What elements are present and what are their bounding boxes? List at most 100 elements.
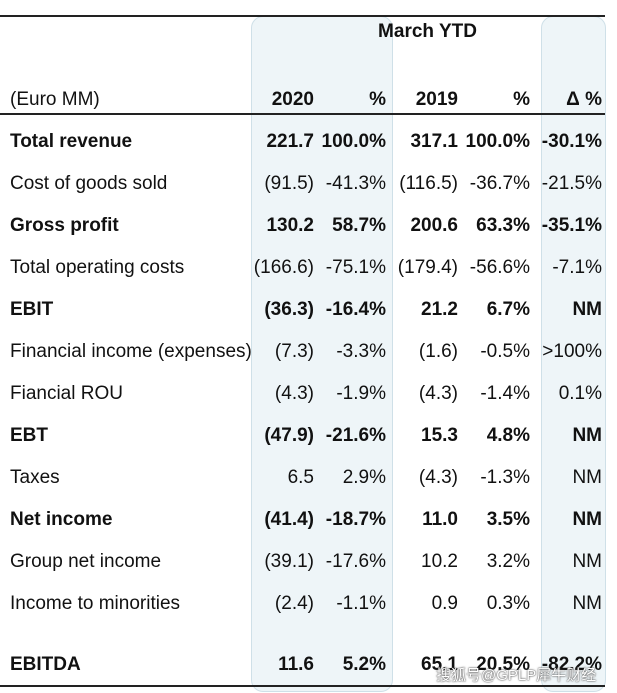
table-row: Group net income (39.1) -17.6% 10.2 3.2% NM: [0, 548, 605, 576]
table-row: Total operating costs (166.6) -75.1% (179.4…: [0, 254, 605, 282]
cell-pct-2019: 0.3%: [486, 593, 530, 614]
table-row: Taxes 6.5 2.9% (4.3) -1.3% NM: [0, 464, 605, 492]
header-unit-label: (Euro MM): [10, 89, 100, 110]
header-2020: 2020: [271, 89, 314, 110]
cell-pct-2019: 4.8%: [486, 425, 530, 446]
row-label: Net income: [10, 509, 113, 530]
cell-pct-2020: -41.3%: [325, 173, 386, 194]
cell-2019: 200.6: [410, 215, 458, 236]
row-label: Cost of goods sold: [10, 173, 168, 194]
row-label: EBT: [10, 425, 48, 446]
cell-delta: NM: [572, 593, 602, 614]
cell-delta: -7.1%: [552, 257, 602, 278]
cell-delta: NM: [572, 509, 602, 530]
cell-delta: NM: [572, 299, 602, 320]
cell-delta: 0.1%: [558, 383, 602, 404]
row-label: Financial income (expenses): [10, 341, 252, 362]
highlight-2020-column: [251, 16, 393, 692]
cell-pct-2019: -1.4%: [480, 383, 530, 404]
cell-2019: (4.3): [418, 383, 458, 404]
watermark: 搜狐号@GPLP犀牛财经: [436, 667, 597, 684]
row-label: Fiancial ROU: [10, 383, 123, 404]
cell-2020: (39.1): [264, 551, 314, 572]
cell-pct-2020: -18.7%: [325, 509, 386, 530]
table-row: Total revenue 221.7 100.0% 317.1 100.0% -30.1…: [0, 128, 605, 156]
cell-pct-2020: -1.1%: [336, 593, 386, 614]
cell-2020: (7.3): [274, 341, 314, 362]
cell-pct-2019: 20.5%: [476, 654, 530, 675]
cell-delta: >100%: [542, 341, 602, 362]
cell-pct-2019: -36.7%: [469, 173, 530, 194]
cell-pct-2019: -0.5%: [480, 341, 530, 362]
cell-delta: -35.1%: [541, 215, 602, 236]
table-row: Net income (41.4) -18.7% 11.0 3.5% NM: [0, 506, 605, 534]
table-row: Cost of goods sold (91.5) -41.3% (116.5) -36…: [0, 170, 605, 198]
cell-2019: (179.4): [397, 257, 458, 278]
table-row: EBIT (36.3) -16.4% 21.2 6.7% NM: [0, 296, 605, 324]
cell-pct-2020: -1.9%: [336, 383, 386, 404]
header-2019: 2019: [415, 89, 458, 110]
header-delta: Δ %: [566, 89, 602, 110]
row-label: Group net income: [10, 551, 162, 572]
cell-pct-2019: -1.3%: [480, 467, 530, 488]
cell-pct-2019: 63.3%: [476, 215, 530, 236]
cell-2019: 15.3: [421, 425, 458, 446]
row-label: Total operating costs: [10, 257, 185, 278]
row-label: Gross profit: [10, 215, 119, 236]
header-pct-2019: %: [513, 89, 530, 110]
group-title: March YTD: [378, 21, 477, 42]
cell-pct-2020: 58.7%: [332, 215, 386, 236]
cell-pct-2020: 2.9%: [342, 467, 386, 488]
cell-pct-2020: 5.2%: [342, 654, 386, 675]
cell-pct-2019: 3.5%: [486, 509, 530, 530]
cell-pct-2020: -21.6%: [325, 425, 386, 446]
cell-2019: 10.2: [421, 551, 458, 572]
cell-pct-2019: 3.2%: [486, 551, 530, 572]
cell-pct-2020: 100.0%: [321, 131, 386, 152]
table-row: Income to minorities (2.4) -1.1% 0.9 0.3% NM: [0, 590, 605, 618]
header-rule: [0, 113, 605, 115]
cell-delta: -82.2%: [541, 654, 602, 675]
cell-2020: 11.6: [278, 654, 314, 675]
bottom-rule: [0, 685, 605, 687]
table-row: Financial income (expenses) (7.3) -3.3% (1.…: [0, 338, 605, 366]
cell-2019: 65.1: [421, 654, 458, 675]
cell-pct-2019: 6.7%: [486, 299, 530, 320]
cell-pct-2020: -17.6%: [325, 551, 386, 572]
table-row: EBITDA 11.6 5.2% 65.1 20.5% -82.2%: [0, 651, 605, 679]
table-row: Fiancial ROU (4.3) -1.9% (4.3) -1.4% 0.1%: [0, 380, 605, 408]
cell-pct-2019: 100.0%: [465, 131, 530, 152]
cell-2020: (41.4): [264, 509, 314, 530]
cell-delta: -21.5%: [541, 173, 602, 194]
header-pct-2020: %: [369, 89, 386, 110]
cell-2019: 0.9: [431, 593, 458, 614]
top-rule: [0, 15, 605, 17]
cell-2020: 130.2: [266, 215, 314, 236]
cell-delta: NM: [572, 467, 602, 488]
cell-delta: -30.1%: [541, 131, 602, 152]
cell-pct-2019: -56.6%: [469, 257, 530, 278]
row-label: Taxes: [10, 467, 60, 488]
highlight-delta-column: [541, 16, 606, 692]
cell-pct-2020: -75.1%: [325, 257, 386, 278]
cell-2020: 6.5: [287, 467, 314, 488]
cell-2020: (2.4): [274, 593, 314, 614]
cell-2020: (36.3): [264, 299, 314, 320]
cell-2019: 21.2: [421, 299, 458, 320]
cell-2019: (4.3): [418, 467, 458, 488]
cell-delta: NM: [572, 425, 602, 446]
cell-pct-2020: -16.4%: [325, 299, 386, 320]
cell-delta: NM: [572, 551, 602, 572]
row-label: EBIT: [10, 299, 54, 320]
table-row: Gross profit 130.2 58.7% 200.6 63.3% -35.1%: [0, 212, 605, 240]
cell-2020: (166.6): [253, 257, 314, 278]
cell-2020: 221.7: [266, 131, 314, 152]
cell-2019: (116.5): [399, 173, 458, 194]
cell-pct-2020: -3.3%: [336, 341, 386, 362]
cell-2020: (47.9): [264, 425, 314, 446]
cell-2019: 317.1: [410, 131, 458, 152]
cell-2019: 11.0: [422, 509, 458, 530]
cell-2019: (1.6): [418, 341, 458, 362]
row-label: Income to minorities: [10, 593, 181, 614]
row-label: EBITDA: [10, 654, 81, 675]
